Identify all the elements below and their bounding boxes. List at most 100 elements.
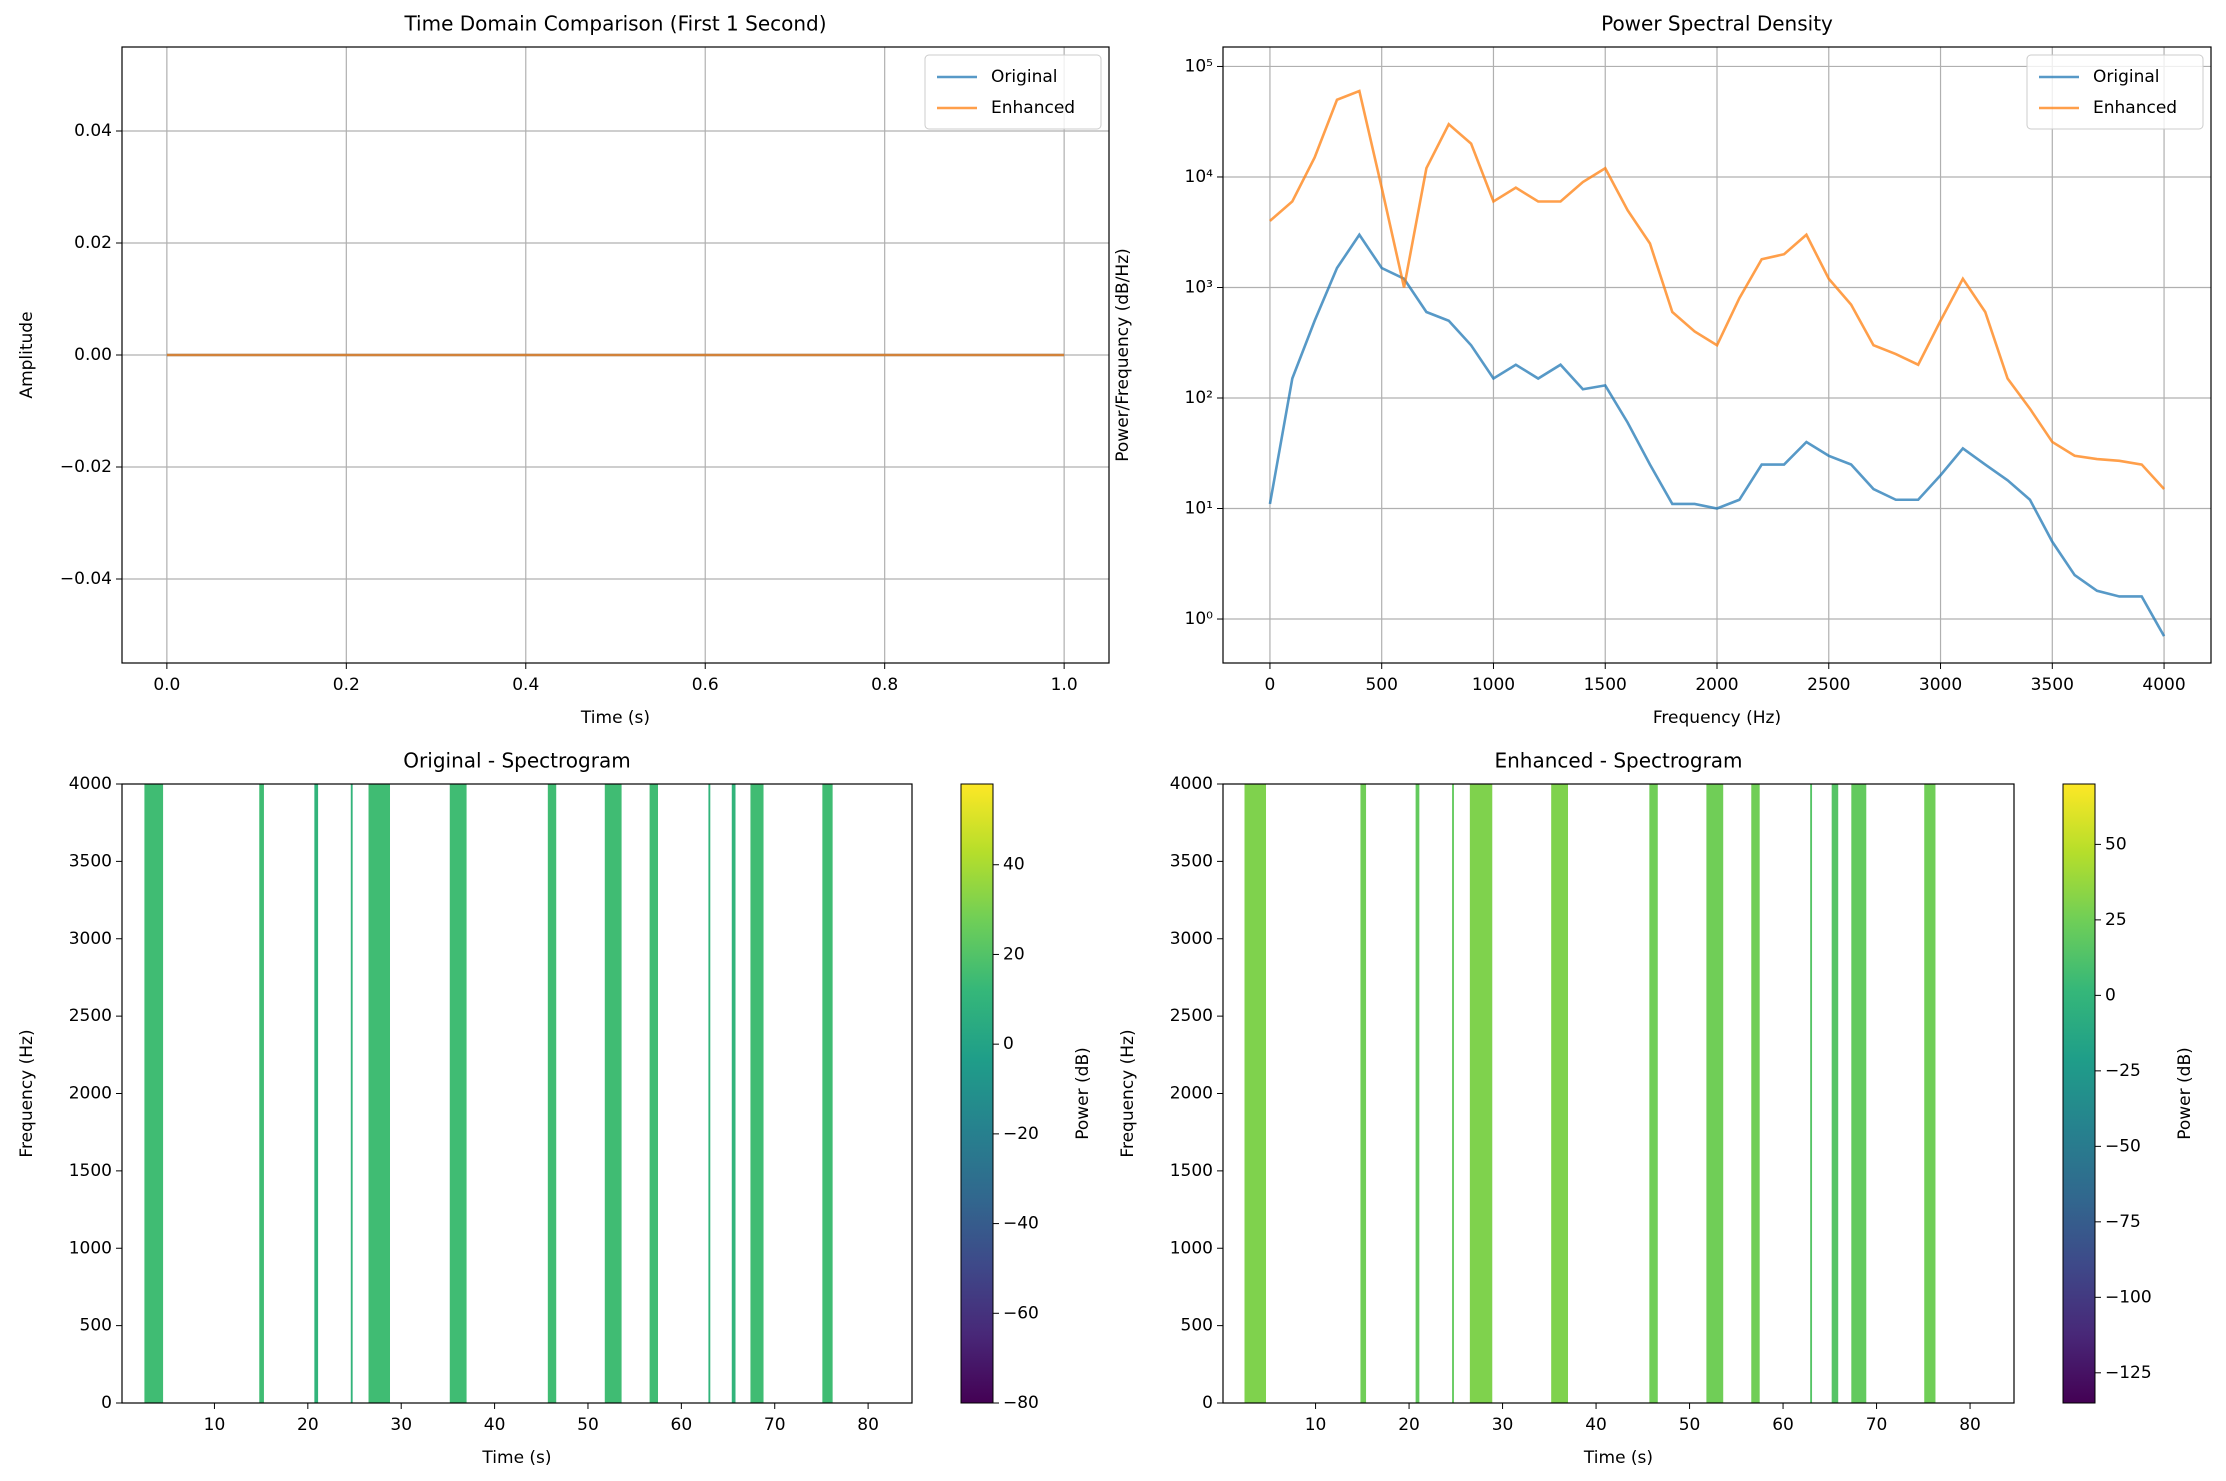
y-tick-label: 0.00 xyxy=(74,345,112,365)
spectrogram-band xyxy=(1415,784,1420,1403)
x-tick-label: 0.4 xyxy=(512,675,539,695)
x-tick-label: 70 xyxy=(1866,1415,1888,1435)
x-tick-label: 1000 xyxy=(1472,675,1515,695)
x-tick-label: 80 xyxy=(1959,1415,1981,1435)
y-tick-label: 500 xyxy=(1181,1316,1213,1336)
spectrogram-band xyxy=(750,784,764,1403)
spectrogram-band xyxy=(1831,784,1839,1403)
spectrogram-band xyxy=(314,784,319,1403)
series-line xyxy=(1268,232,2166,637)
colorbar-tick-label: −50 xyxy=(2105,1136,2141,1156)
y-tick-label: 10⁰ xyxy=(1185,609,1214,629)
y-axis-label: Amplitude xyxy=(17,311,37,398)
x-tick-label: 3500 xyxy=(2031,675,2074,695)
y-axis-label: Frequency (Hz) xyxy=(17,1029,37,1157)
x-tick-label: 0.6 xyxy=(692,675,719,695)
spectrogram-band xyxy=(1851,784,1867,1403)
axes-frame xyxy=(1222,46,2212,664)
colorbar-tick-label: −75 xyxy=(2105,1212,2141,1232)
y-tick-label: 10⁵ xyxy=(1185,56,1213,76)
x-tick-label: 30 xyxy=(390,1415,412,1435)
colorbar-tick-label: 40 xyxy=(1003,855,1025,875)
spectrogram-band xyxy=(708,784,711,1403)
colorbar-tick-label: −100 xyxy=(2105,1287,2152,1307)
spectrogram-band xyxy=(1452,784,1454,1403)
y-tick-label: 3500 xyxy=(69,851,112,871)
legend-box xyxy=(924,54,1102,130)
legend-label: Original xyxy=(991,67,1058,87)
y-tick-label: −0.02 xyxy=(60,457,112,477)
y-tick-label: 10¹ xyxy=(1185,499,1213,519)
x-tick-label: 0.8 xyxy=(871,675,898,695)
y-tick-label: 3000 xyxy=(1170,929,1213,949)
x-tick-label: 40 xyxy=(1585,1415,1607,1435)
spectrogram-band xyxy=(822,784,833,1403)
y-tick-label: 10³ xyxy=(1185,277,1213,297)
spectrogram-band xyxy=(1810,784,1813,1403)
x-axis-label: Time (s) xyxy=(580,708,650,728)
y-tick-label: 1000 xyxy=(69,1238,112,1258)
spectrogram-band xyxy=(350,784,353,1403)
y-tick-label: −0.04 xyxy=(60,569,112,589)
x-axis-label: Time (s) xyxy=(1583,1448,1653,1468)
spectrogram-band xyxy=(1469,784,1493,1403)
y-tick-label: 2000 xyxy=(69,1084,112,1104)
colorbar-tick-label: 0 xyxy=(2105,985,2116,1005)
x-tick-label: 0.0 xyxy=(153,675,180,695)
spectrogram-band xyxy=(649,784,659,1403)
spectrogram-band xyxy=(547,784,557,1403)
x-tick-label: 50 xyxy=(577,1415,599,1435)
spectrogram-band xyxy=(604,784,622,1403)
spectrogram-band xyxy=(1924,784,1936,1403)
y-axis-label: Power/Frequency (dB/Hz) xyxy=(1113,248,1133,462)
spectrogram-band xyxy=(368,784,391,1403)
chart-title: Power Spectral Density xyxy=(1601,12,1833,36)
y-tick-label: 3000 xyxy=(69,929,112,949)
colorbar-tick-label: 0 xyxy=(1003,1034,1014,1054)
x-tick-label: 80 xyxy=(857,1415,879,1435)
y-tick-label: 10⁴ xyxy=(1185,167,1214,187)
x-axis-label: Time (s) xyxy=(481,1448,551,1468)
y-tick-label: 0.04 xyxy=(74,121,112,141)
y-tick-label: 4000 xyxy=(69,774,112,794)
legend-label: Enhanced xyxy=(991,98,1075,118)
colorbar-tick-label: −125 xyxy=(2105,1363,2152,1383)
y-tick-label: 0 xyxy=(101,1393,112,1413)
x-tick-label: 1500 xyxy=(1584,675,1627,695)
axes-frame xyxy=(121,46,1110,664)
x-tick-label: 70 xyxy=(764,1415,786,1435)
spectrogram-band xyxy=(1706,784,1724,1403)
spectrogram-band xyxy=(1551,784,1569,1403)
x-tick-label: 40 xyxy=(484,1415,506,1435)
legend-label: Enhanced xyxy=(2093,98,2177,118)
chart-title: Original - Spectrogram xyxy=(403,749,630,773)
colorbar-tick-label: 50 xyxy=(2105,834,2127,854)
y-tick-label: 0 xyxy=(1202,1393,1213,1413)
x-tick-label: 10 xyxy=(1305,1415,1327,1435)
chart-title: Enhanced - Spectrogram xyxy=(1494,749,1742,773)
y-tick-label: 0.02 xyxy=(74,233,112,253)
colorbar-tick-label: −40 xyxy=(1003,1214,1039,1234)
colorbar-tick-label: −20 xyxy=(1003,1124,1039,1144)
x-tick-label: 10 xyxy=(204,1415,226,1435)
x-tick-label: 2000 xyxy=(1695,675,1738,695)
x-tick-label: 1.0 xyxy=(1051,675,1078,695)
spectrogram-band xyxy=(449,784,467,1403)
x-tick-label: 60 xyxy=(671,1415,693,1435)
y-tick-label: 3500 xyxy=(1170,851,1213,871)
legend-box xyxy=(2026,54,2204,130)
colorbar xyxy=(2062,783,2096,1404)
legend-label: Original xyxy=(2093,67,2160,87)
x-tick-label: 500 xyxy=(1365,675,1397,695)
y-tick-label: 2500 xyxy=(69,1006,112,1026)
spectrogram-band xyxy=(259,784,264,1403)
x-tick-label: 0.2 xyxy=(333,675,360,695)
y-tick-label: 1500 xyxy=(69,1161,112,1181)
y-tick-label: 500 xyxy=(80,1316,112,1336)
x-tick-label: 20 xyxy=(1398,1415,1420,1435)
y-tick-label: 2500 xyxy=(1170,1006,1213,1026)
x-tick-label: 3000 xyxy=(1919,675,1962,695)
y-tick-label: 10² xyxy=(1185,388,1213,408)
x-tick-label: 2500 xyxy=(1807,675,1850,695)
